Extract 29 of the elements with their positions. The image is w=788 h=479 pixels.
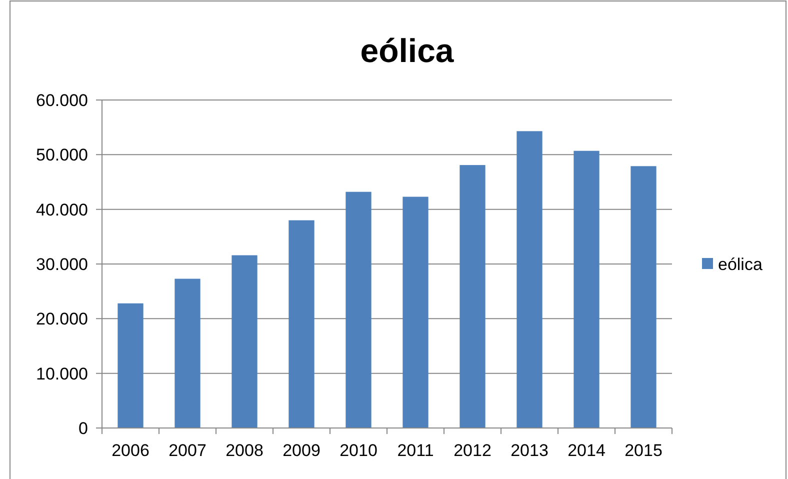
bar	[574, 150, 600, 428]
legend-label: eólica	[718, 254, 763, 274]
x-tick-label: 2014	[568, 441, 606, 460]
y-tick-label: 10.000	[36, 364, 88, 384]
bar	[346, 192, 372, 428]
bar	[460, 165, 486, 428]
x-tick-label: 2012	[454, 441, 492, 460]
y-tick-label: 60.000	[36, 90, 88, 110]
x-tick-label: 2008	[226, 441, 264, 460]
bar	[630, 166, 656, 428]
bar	[288, 220, 314, 428]
y-tick-label: 50.000	[36, 146, 88, 165]
y-tick-label: 40.000	[36, 200, 88, 220]
bar	[402, 196, 428, 428]
bar	[516, 131, 542, 428]
x-tick-label: 2009	[282, 441, 320, 460]
chart-title: eólica	[360, 32, 454, 69]
bar	[174, 278, 200, 428]
x-tick-label: 2010	[340, 441, 378, 460]
x-tick-label: 2007	[168, 441, 206, 460]
x-tick-label: 2013	[510, 441, 548, 460]
y-tick-label: 20.000	[36, 310, 88, 329]
y-tick-label: 0	[78, 418, 88, 438]
x-tick-label: 2015	[624, 441, 662, 460]
bar	[118, 303, 144, 428]
bar	[232, 255, 258, 428]
x-tick-label: 2006	[112, 441, 150, 460]
y-tick-label: 30.000	[36, 254, 88, 274]
x-tick-label: 2011	[397, 441, 434, 460]
